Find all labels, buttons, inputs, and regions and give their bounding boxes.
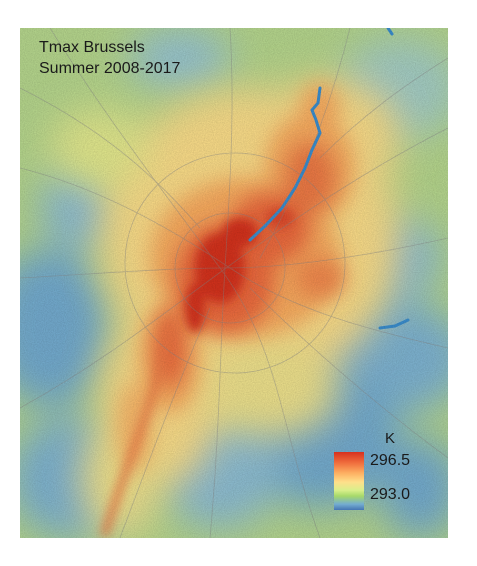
legend-min-value: 293.0	[370, 486, 411, 503]
map-title: Tmax Brussels Summer 2008-2017	[39, 37, 180, 79]
raster-texture	[20, 28, 448, 538]
title-line-1: Tmax Brussels	[39, 39, 145, 56]
legend-color-bar	[334, 452, 364, 510]
legend-unit: K	[385, 430, 396, 447]
title-line-2: Summer 2008-2017	[39, 60, 181, 77]
legend-max-value: 296.5	[370, 452, 411, 469]
